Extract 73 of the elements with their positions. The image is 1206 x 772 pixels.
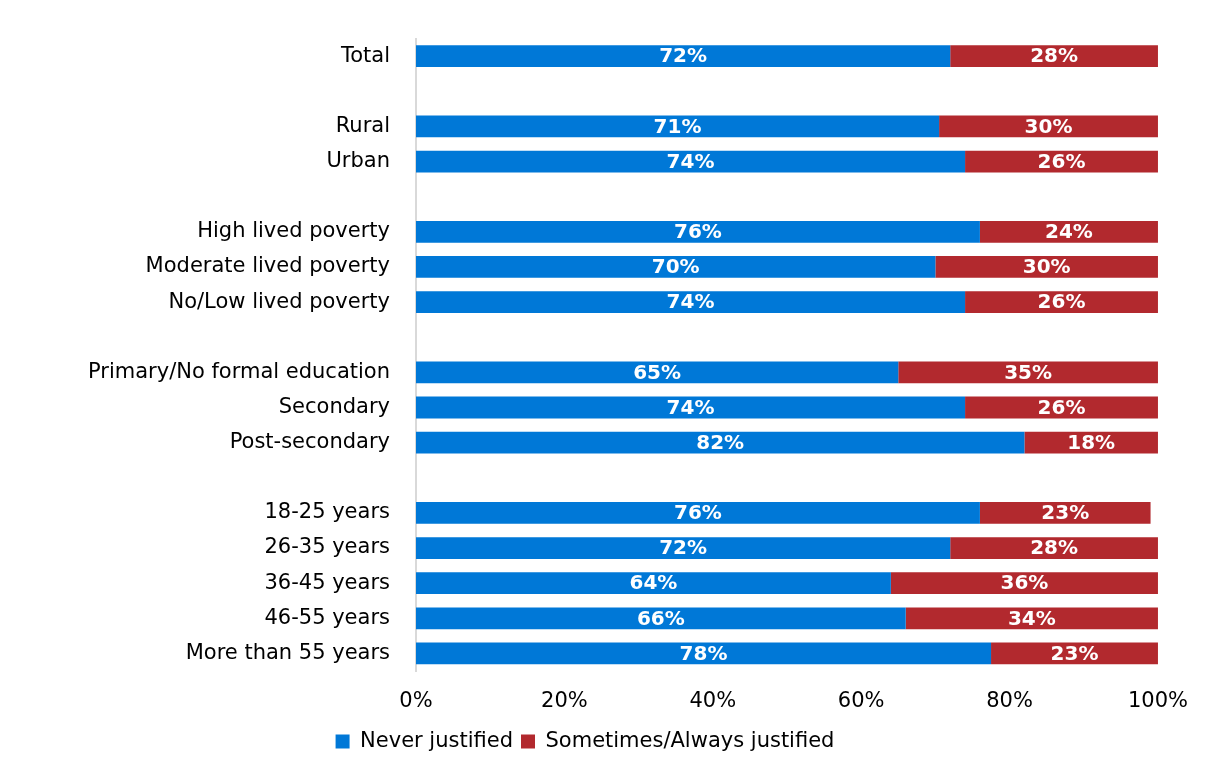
data-label: 76% — [674, 219, 722, 244]
y-tick-label: Secondary — [278, 393, 390, 418]
data-label: 36% — [1000, 570, 1049, 595]
data-label: 28% — [1030, 535, 1079, 560]
legend-label: Never justified — [360, 727, 513, 752]
bar — [979, 502, 1151, 524]
data-label: 66% — [636, 605, 685, 630]
data-label: 24% — [1045, 219, 1093, 244]
bar — [416, 502, 980, 524]
data-label: 76% — [674, 500, 722, 525]
y-tick-label: Moderate lived poverty — [145, 253, 390, 278]
y-tick-label: No/Low lived poverty — [168, 288, 390, 313]
bar — [416, 537, 951, 559]
y-tick-label: 36-45 years — [264, 569, 390, 594]
bar — [416, 150, 966, 173]
bar — [416, 45, 951, 68]
bar — [416, 607, 906, 630]
legend-label: Sometimes/Always justified — [545, 727, 835, 752]
x-tick-label: 100% — [1127, 688, 1189, 713]
x-tick-label: 0% — [399, 688, 433, 713]
bar — [416, 572, 891, 595]
y-tick-label: More than 55 years — [185, 639, 390, 664]
bar — [965, 291, 1158, 313]
data-label: 74% — [666, 148, 715, 173]
bar — [950, 45, 1158, 68]
data-label: 30% — [1022, 254, 1071, 279]
y-tick-label: High lived poverty — [197, 218, 390, 243]
data-label: 70% — [651, 254, 700, 279]
data-label: 26% — [1037, 394, 1086, 419]
bar — [416, 396, 966, 419]
bar — [950, 537, 1158, 559]
data-label: 34% — [1007, 605, 1056, 630]
bar — [890, 572, 1158, 595]
data-label: 72% — [659, 535, 708, 560]
y-tick-label: Urban — [326, 148, 390, 173]
bar — [416, 220, 980, 243]
x-tick-label: 80% — [986, 688, 1033, 713]
data-label: 28% — [1030, 43, 1079, 68]
bar — [898, 361, 1158, 384]
y-tick-label: Rural — [335, 112, 390, 137]
y-tick-label: Primary/No formal education — [88, 358, 390, 383]
y-tick-label: Post-secondary — [229, 429, 390, 454]
data-label: 26% — [1037, 148, 1086, 173]
data-label: 30% — [1024, 113, 1073, 138]
data-label: 18% — [1067, 429, 1116, 454]
data-label: 26% — [1037, 289, 1086, 314]
bar — [416, 361, 899, 384]
data-label: 74% — [666, 394, 715, 419]
bar — [416, 115, 940, 138]
data-label: 64% — [629, 570, 678, 595]
data-label: 23% — [1050, 640, 1099, 665]
bar — [416, 642, 992, 665]
bar — [416, 256, 936, 278]
data-label: 72% — [659, 43, 708, 68]
x-tick-label: 60% — [837, 688, 885, 713]
data-label: 71% — [653, 113, 702, 138]
y-tick-label: 46-55 years — [264, 604, 390, 629]
x-tick-label: 20% — [541, 688, 588, 713]
y-tick-label: 18-25 years — [264, 499, 390, 524]
data-label: 74% — [666, 289, 715, 314]
y-tick-label: Total — [339, 42, 390, 67]
x-tick-label: 40% — [689, 688, 737, 713]
y-tick-label: 26-35 years — [264, 534, 390, 559]
data-label: 78% — [679, 640, 728, 665]
data-label: 82% — [696, 429, 745, 454]
bar — [416, 291, 966, 313]
bar — [905, 607, 1158, 630]
bar — [979, 220, 1158, 243]
bar — [935, 256, 1158, 278]
data-label: 23% — [1041, 500, 1090, 525]
bar — [416, 431, 1025, 454]
data-label: 35% — [1004, 359, 1053, 384]
data-label: 65% — [633, 359, 682, 384]
